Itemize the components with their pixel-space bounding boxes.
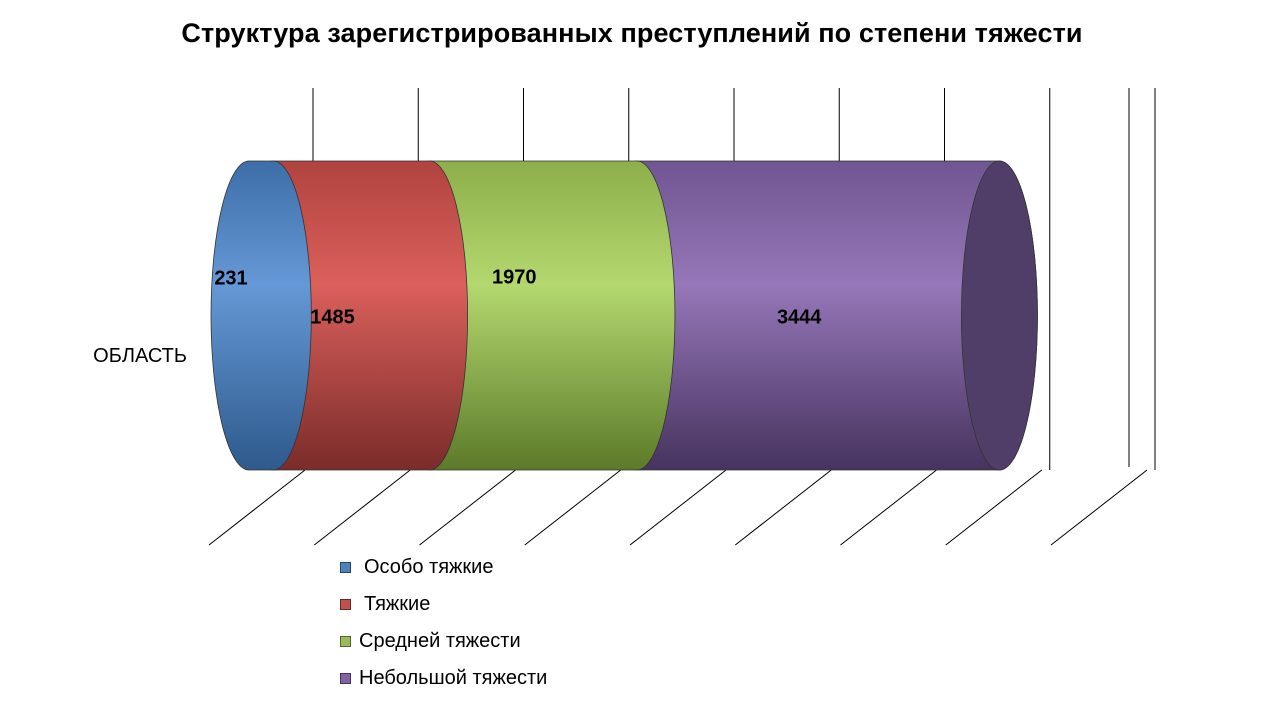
- gridline-floor: [524, 469, 622, 546]
- data-label-1: 1485: [310, 307, 355, 329]
- legend-swatch: [340, 673, 351, 684]
- gridline-floor: [840, 469, 937, 546]
- gridline-floor: [945, 469, 1043, 546]
- gridline-floor: [313, 469, 411, 546]
- legend-label: Средней тяжести: [359, 630, 521, 652]
- legend-swatch: [340, 636, 351, 647]
- data-labels: 231 1485 1970 3444: [214, 267, 822, 329]
- legend-item-osobo-tyazhkie: Особо тяжкие: [340, 549, 547, 586]
- legend-swatch: [340, 599, 351, 610]
- chart-title: Структура зарегистрированных преступлени…: [181, 18, 1083, 48]
- data-label-2: 1970: [492, 267, 537, 289]
- cylinder-bar: [210, 160, 1038, 471]
- legend-item-tyazhkie: Тяжкие: [340, 586, 547, 623]
- gridline-floor: [734, 469, 832, 546]
- data-label-0: 231: [214, 268, 247, 290]
- legend-label: Тяжкие: [364, 593, 431, 615]
- legend-item-nebolshoi-tyazhesti: Небольшой тяжести: [340, 660, 547, 697]
- data-label-3: 3444: [777, 307, 822, 329]
- gridline-floor: [1050, 469, 1148, 546]
- legend-swatch: [340, 562, 351, 573]
- bar-segment-0: [210, 160, 312, 471]
- category-label: ОБЛАСТЬ: [93, 345, 187, 367]
- legend-item-srednei-tyazhesti: Средней тяжести: [340, 623, 547, 660]
- bar-end-cap: [961, 160, 1038, 471]
- gridline-floor: [629, 469, 727, 546]
- legend: Особо тяжкие Тяжкие Средней тяжести Небо…: [340, 549, 547, 697]
- legend-label: Особо тяжкие: [364, 556, 494, 578]
- gridline-floor: [208, 469, 306, 546]
- gridline-floor: [419, 469, 516, 546]
- legend-label: Небольшой тяжести: [359, 667, 548, 689]
